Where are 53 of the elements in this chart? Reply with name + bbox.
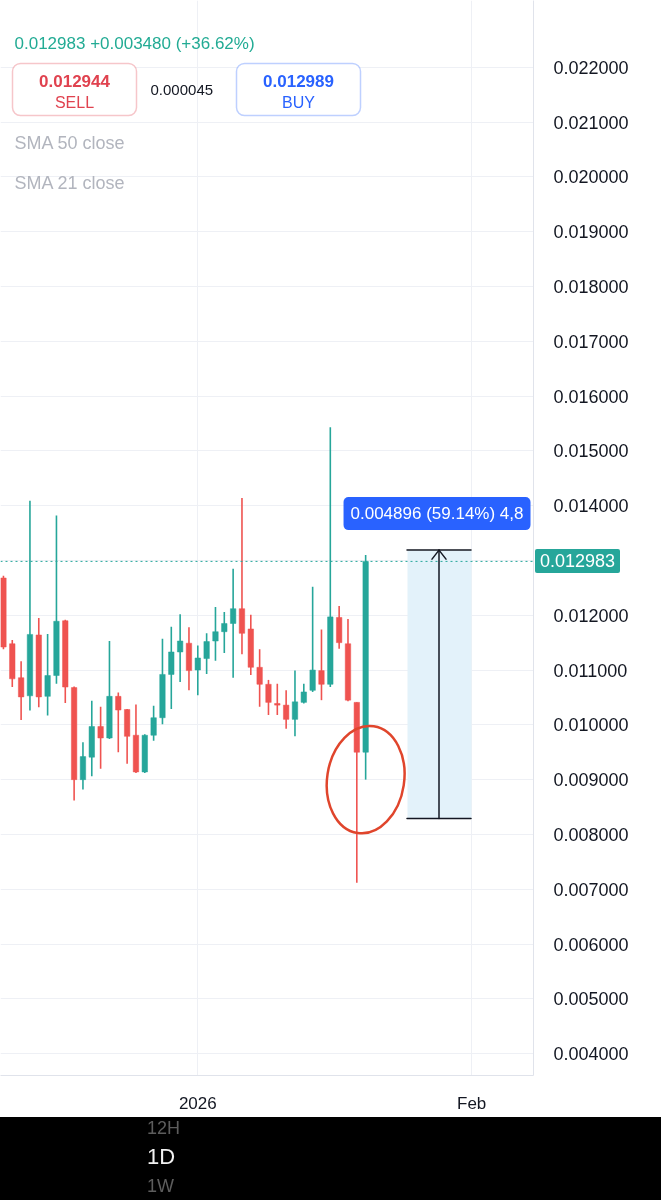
text: 1D	[147, 1144, 176, 1170]
y-tick-label: 0.016000	[553, 386, 629, 407]
annotation: 0.012989	[263, 71, 334, 91]
annotation: 0.012983 +0.003480 (+36.62%)	[14, 34, 255, 53]
candlestick	[265, 679, 272, 716]
candlestick	[256, 648, 263, 708]
y-tick-label: 0.019000	[553, 222, 629, 243]
y-tick-label: 0.008000	[553, 824, 629, 845]
y-tick-label: 0.018000	[553, 277, 629, 298]
y-tick-label: 0.021000	[553, 112, 629, 133]
annotation: SELL	[54, 94, 95, 111]
x-tick-label: 2026	[178, 1093, 217, 1113]
y-tick-label: 0.007000	[553, 879, 629, 900]
candlestick	[309, 585, 316, 693]
candlestick	[203, 632, 210, 675]
x-tick-label: Feb	[457, 1093, 487, 1113]
annotation: SMA 21 close	[14, 172, 125, 193]
y-tick-label: 0.017000	[553, 331, 629, 352]
candlestick	[194, 644, 201, 697]
candlestick	[177, 613, 184, 683]
text: 12H	[147, 1118, 181, 1139]
candlestick	[221, 611, 228, 654]
candlestick	[115, 691, 122, 754]
candlestick	[283, 689, 290, 730]
y-tick-label: 0.022000	[553, 57, 629, 78]
candlestick	[230, 567, 237, 679]
text: 1W	[147, 1176, 174, 1197]
annotation: 0.000045	[150, 80, 214, 98]
y-tick-label: 0.010000	[553, 715, 629, 736]
candlestick	[97, 705, 104, 770]
y-tick-label: 0.005000	[553, 989, 629, 1010]
y-tick-label: 0.012000	[553, 605, 629, 626]
y-tick-label: 0.011000	[553, 660, 628, 681]
candlestick	[44, 633, 51, 717]
annotation: SMA 50 close	[14, 132, 125, 153]
candlestick	[79, 741, 86, 791]
candlestick	[274, 682, 281, 716]
candlestick	[18, 660, 25, 721]
candlestick	[150, 704, 157, 742]
band-label: 0.004896 (59.14%) 4,8	[350, 504, 524, 524]
candlestick	[291, 669, 298, 738]
y-tick-label: 0.014000	[553, 496, 629, 517]
candlestick	[318, 628, 325, 701]
candlestick	[168, 625, 175, 710]
annotation: BUY	[282, 94, 316, 111]
ref-line-label: 0.012983	[540, 549, 616, 573]
annotation: 0.012944	[39, 71, 111, 91]
y-tick-label: 0.009000	[553, 770, 629, 791]
y-tick-label: 0.015000	[553, 441, 629, 462]
y-tick-label: 0.004000	[553, 1044, 629, 1065]
y-tick-label: 0.020000	[553, 167, 629, 188]
y-tick-label: 0.006000	[553, 934, 629, 955]
candlestick	[212, 606, 219, 662]
